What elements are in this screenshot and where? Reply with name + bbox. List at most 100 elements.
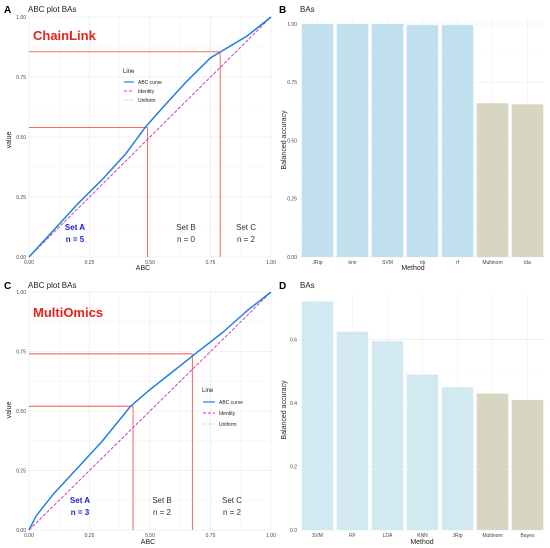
panel-d: D BAs Method Balanced accuracy 0.0 0.2 0.4… bbox=[279, 281, 545, 546]
bar-nb bbox=[406, 25, 439, 258]
bar-multinom bbox=[476, 393, 509, 530]
y-tick-label-c: 0.75 bbox=[16, 350, 26, 356]
y-tick-label-a: 0.50 bbox=[16, 135, 26, 141]
x-tick-label-a: 0.00 bbox=[24, 260, 34, 266]
x-tick-label-c: 0.50 bbox=[145, 533, 155, 539]
bar-multinom bbox=[476, 103, 509, 257]
y-tick-label-d: 0.6 bbox=[290, 338, 297, 344]
set-c-label-c: Set C bbox=[222, 496, 242, 505]
x-tick-label-b: knn bbox=[348, 260, 356, 266]
y-tick-label-a: 0.25 bbox=[16, 195, 26, 201]
x-axis-title-d: Method bbox=[410, 539, 433, 546]
bar-lda bbox=[511, 104, 544, 258]
legend-label-uniform-a: Uniform bbox=[138, 98, 156, 104]
x-tick-label-d: JRip bbox=[452, 533, 462, 539]
set-c-count-a: n = 2 bbox=[237, 235, 256, 244]
y-axis-title-d: Balanced accuracy bbox=[281, 380, 288, 440]
x-tick-label-b: lda bbox=[524, 260, 531, 266]
panel-b: B BAs Method Balanced accuracy 0.000.250… bbox=[279, 5, 545, 272]
legend-label-abc-c: ABC curve bbox=[219, 400, 243, 406]
panel-letter-b: B bbox=[279, 5, 286, 16]
bar-plot-d: 0.0 0.2 0.4 0.6 SVM RF LDA KNN JRip Multinom Bayes bbox=[290, 292, 545, 539]
set-c-label-a: Set C bbox=[236, 223, 256, 232]
panel-title-d: BAs bbox=[300, 281, 315, 290]
legend-c: Line ABC curve Identity Uniform bbox=[202, 388, 243, 428]
bar-rf bbox=[336, 331, 369, 530]
badge-chainlink: ChainLink bbox=[33, 28, 97, 43]
abc-plot-a: 0.000.00 0.25 0.25 0.50 0.50 0.75 0.75 1.00 1.00 bbox=[16, 15, 276, 266]
bar-lda bbox=[371, 341, 404, 530]
legend-label-abc-a: ABC curve bbox=[138, 80, 162, 86]
abc-plot-c: 0.000.00 0.25 0.25 0.50 0.50 0.75 0.75 1.00 1.00 bbox=[16, 290, 276, 539]
y-tick-label-c: 1.00 bbox=[16, 290, 26, 296]
legend-a: Line ABC curve Identity Uniform bbox=[123, 69, 162, 104]
bar-jrip bbox=[441, 387, 474, 530]
bar-knn bbox=[406, 374, 439, 530]
x-tick-label-c: 1.00 bbox=[266, 533, 276, 539]
x-tick-label-d: SVM bbox=[312, 533, 323, 539]
x-tick-label-c: 0.00 bbox=[24, 533, 34, 539]
panel-letter-c: C bbox=[4, 281, 11, 292]
abc-curve-line-c bbox=[28, 291, 272, 531]
x-tick-label-d: RF bbox=[349, 533, 356, 539]
abc-curve-line-a bbox=[28, 16, 272, 258]
y-axis-title-b: Balanced accuracy bbox=[281, 110, 288, 170]
legend-label-identity-a: Identity bbox=[138, 89, 155, 95]
y-tick-label-c: 0.00 bbox=[16, 528, 26, 534]
x-tick-label-b: nb bbox=[420, 260, 426, 266]
panel-title-b: BAs bbox=[300, 5, 315, 14]
y-tick-label-d: 0.2 bbox=[290, 465, 297, 471]
bar-knn bbox=[336, 23, 369, 257]
set-c-count-c: n = 2 bbox=[223, 508, 242, 517]
x-tick-label-d: LDA bbox=[383, 533, 393, 539]
badge-multiomics: MultiOmics bbox=[33, 305, 103, 320]
y-tick-label-d: 0.4 bbox=[290, 401, 297, 407]
y-tick-label-b: 0.75 bbox=[287, 80, 297, 86]
panel-title-c: ABC plot BAs bbox=[28, 281, 76, 290]
panel-letter-a: A bbox=[4, 5, 11, 16]
y-tick-label-b: 0.50 bbox=[287, 138, 297, 144]
x-axis-title-b: Method bbox=[401, 265, 424, 272]
y-tick-label-c: 0.50 bbox=[16, 409, 26, 415]
panel-title-a: ABC plot BAs bbox=[28, 5, 76, 14]
x-tick-label-a: 1.00 bbox=[266, 260, 276, 266]
legend-label-uniform-c: Uniform bbox=[219, 422, 237, 428]
bar-svm bbox=[301, 301, 334, 530]
x-tick-label-a: 0.25 bbox=[85, 260, 95, 266]
x-tick-label-a: 0.50 bbox=[145, 260, 155, 266]
set-a-label-a: Set A bbox=[65, 223, 85, 232]
identity-line-a bbox=[28, 16, 272, 258]
x-axis-title-a: ABC bbox=[136, 265, 150, 272]
set-a-count-a: n = 5 bbox=[66, 235, 85, 244]
bar-bayes bbox=[511, 399, 544, 530]
legend-label-identity-c: Identity bbox=[219, 411, 236, 417]
y-tick-label-c: 0.25 bbox=[16, 469, 26, 475]
panel-c: C ABC plot BAs ABC value 0.000.00 0.25 0.2… bbox=[4, 281, 276, 546]
y-tick-label-a: 0.75 bbox=[16, 75, 26, 81]
x-tick-label-b: rf bbox=[456, 260, 460, 266]
y-tick-label-b: 0.00 bbox=[287, 255, 297, 261]
bar-plot-b: 0.00 0.25 0.50 0.75 1.00 JRip knn SVM nb rf Multin… bbox=[287, 17, 545, 266]
x-tick-label-c: 0.75 bbox=[206, 533, 216, 539]
y-axis-title-a: value bbox=[6, 132, 13, 149]
x-tick-label-b: Multinom bbox=[482, 260, 502, 266]
set-b-label-a: Set B bbox=[176, 223, 196, 232]
bar-jrip bbox=[301, 23, 334, 257]
x-tick-label-d: Bayes bbox=[521, 533, 535, 539]
set-b-count-c: n = 2 bbox=[153, 508, 172, 517]
panel-letter-d: D bbox=[279, 281, 286, 292]
y-axis-title-c: value bbox=[6, 402, 13, 419]
y-tick-label-a: 0.00 bbox=[16, 255, 26, 261]
set-a-label-c: Set A bbox=[70, 496, 90, 505]
x-axis-title-c: ABC bbox=[141, 539, 155, 546]
y-tick-label-b: 1.00 bbox=[287, 22, 297, 28]
set-a-count-c: n = 3 bbox=[71, 508, 90, 517]
y-tick-label-a: 1.00 bbox=[16, 15, 26, 21]
x-tick-label-c: 0.25 bbox=[85, 533, 95, 539]
x-tick-label-d: Multinom bbox=[482, 533, 502, 539]
y-tick-label-d: 0.0 bbox=[290, 528, 297, 534]
legend-title-a: Line bbox=[123, 69, 135, 75]
identity-line-c bbox=[28, 291, 272, 531]
set-b-label-c: Set B bbox=[152, 496, 172, 505]
